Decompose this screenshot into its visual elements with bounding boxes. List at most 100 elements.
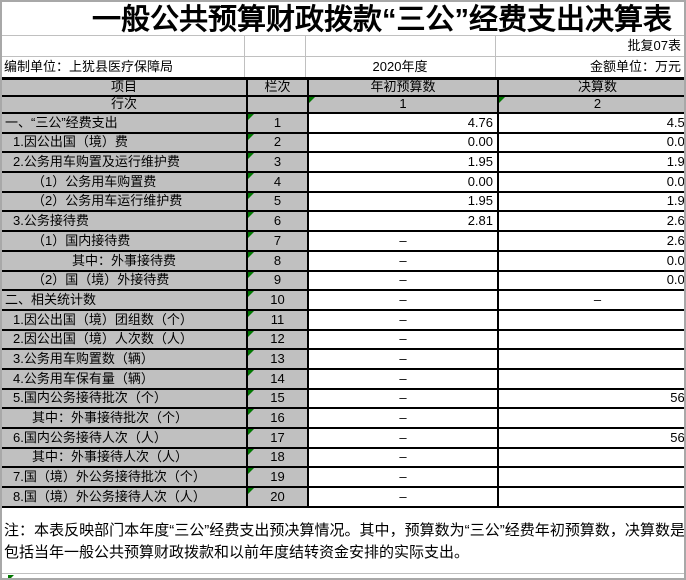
row-budget-value: – xyxy=(307,249,499,272)
col-header-budget: 年初预算数 xyxy=(307,77,499,97)
gridline xyxy=(495,35,496,77)
prepared-by-label: 编制单位：上犹县医疗保障局 xyxy=(4,59,174,74)
table-row: 其中：外事接待批次（个） 16 – 0 xyxy=(2,407,684,429)
table-row: 1.因公出国（境）团组数（个） 11 – 0 xyxy=(2,308,684,331)
row-budget-value: 2.81 xyxy=(307,210,499,233)
row-final-value: 0 xyxy=(497,446,684,469)
table-row: 3.公务用车购置数（辆） 13 – 0 xyxy=(2,348,684,370)
row-final-value: 2.61 xyxy=(497,230,684,252)
cell-error-indicator-icon xyxy=(249,193,254,199)
row-item-label: （1）国内接待费 xyxy=(2,230,248,252)
row-line-number: 3 xyxy=(246,151,309,174)
row-line-number: 9 xyxy=(246,269,309,292)
row-item-label: 7.国（境）外公务接待批次（个） xyxy=(2,466,248,489)
row-item-label: 其中：外事接待费 xyxy=(2,249,248,272)
table-row: （2）国（境）外接待费 9 – 0.00 xyxy=(2,269,684,292)
cell-error-indicator-icon xyxy=(249,114,254,120)
cell-error-indicator-icon xyxy=(249,252,254,258)
table-body: 一、“三公”经费支出 1 4.76 4.56 1.因公出国（境）费 2 0.00… xyxy=(2,112,684,508)
cell-error-indicator-icon xyxy=(249,390,254,396)
row-line-number: 17 xyxy=(246,427,309,449)
cell-error-indicator-icon xyxy=(249,429,254,435)
budget-column-number: 1 xyxy=(307,95,499,114)
cell-error-indicator-icon xyxy=(249,370,254,376)
row-line-number: 12 xyxy=(246,328,309,351)
cell-error-indicator-icon xyxy=(249,351,254,357)
row-budget-value: – xyxy=(307,328,499,351)
row-final-value: 0 xyxy=(497,466,684,489)
row-budget-value: – xyxy=(307,367,499,390)
row-line-number: 16 xyxy=(246,407,309,429)
row-final-value: 0 xyxy=(497,486,684,508)
row-item-label: 1.因公出国（境）团组数（个） xyxy=(2,308,248,331)
row-final-value: 4.56 xyxy=(497,112,684,134)
row-line-number: 1 xyxy=(246,112,309,134)
row-budget-value: – xyxy=(307,407,499,429)
row-budget-value: 0.00 xyxy=(307,171,499,193)
table-row: （2）公务用车运行维护费 5 1.95 1.95 xyxy=(2,190,684,213)
row-final-value: 2.61 xyxy=(497,210,684,233)
line-row-label: 行次 xyxy=(2,95,248,114)
cell-error-indicator-icon xyxy=(249,154,254,160)
table-header-row: 项目 栏次 年初预算数 决算数 xyxy=(2,77,684,97)
row-line-number: 15 xyxy=(246,387,309,410)
row-item-label: （2）公务用车运行维护费 xyxy=(2,190,248,213)
row-budget-value: – xyxy=(307,486,499,508)
row-budget-value: 1.95 xyxy=(307,151,499,174)
row-budget-value: – xyxy=(307,269,499,292)
table-row: 6.国内公务接待人次（人） 17 – 563 xyxy=(2,427,684,449)
row-final-value: 0 xyxy=(497,328,684,351)
row-line-number: 8 xyxy=(246,249,309,272)
form-number: 批复07表 xyxy=(627,38,681,53)
row-budget-value: – xyxy=(307,387,499,410)
table-row: 3.公务接待费 6 2.81 2.61 xyxy=(2,210,684,233)
row-line-number: 4 xyxy=(246,171,309,193)
col-header-line-no: 栏次 xyxy=(246,77,309,97)
row-item-label: 3.公务接待费 xyxy=(2,210,248,233)
cell-error-indicator-icon xyxy=(249,449,254,455)
cell-error-indicator-icon xyxy=(249,311,254,317)
row-item-label: 其中：外事接待人次（人） xyxy=(2,446,248,469)
cell-error-indicator-icon xyxy=(249,410,254,416)
gridline xyxy=(305,35,306,77)
amount-unit-label: 金额单位：万元 xyxy=(589,59,681,74)
row-final-value: 1.95 xyxy=(497,151,684,174)
row-budget-value: – xyxy=(307,348,499,370)
table-row: （1）国内接待费 7 – 2.61 xyxy=(2,230,684,252)
row-final-value: 0 xyxy=(497,407,684,429)
report-title: 一般公共预算财政拨款“三公”经费支出决算表 xyxy=(92,4,673,36)
row-item-label: 5.国内公务接待批次（个） xyxy=(2,387,248,410)
cell-error-indicator-icon xyxy=(500,98,505,103)
row-budget-value: – xyxy=(307,466,499,489)
row-final-value: 0.00 xyxy=(497,249,684,272)
row-line-number: 14 xyxy=(246,367,309,390)
row-line-number: 20 xyxy=(246,486,309,508)
row-item-label: （1）公务用车购置费 xyxy=(2,171,248,193)
row-item-label: （2）国（境）外接待费 xyxy=(2,269,248,292)
row-final-value: 0.00 xyxy=(497,131,684,154)
row-budget-value: 0.00 xyxy=(307,131,499,154)
table-row: 5.国内公务接待批次（个） 15 – 563 xyxy=(2,387,684,410)
row-final-value: 563 xyxy=(497,387,684,410)
row-item-label: 2.因公出国（境）人次数（人） xyxy=(2,328,248,351)
row-final-value: 0 xyxy=(497,308,684,331)
row-budget-value: – xyxy=(307,308,499,331)
cell-error-indicator-icon xyxy=(249,174,254,180)
row-item-label: 其中：外事接待批次（个） xyxy=(2,407,248,429)
row-line-number: 5 xyxy=(246,190,309,213)
row-final-value: 0.00 xyxy=(497,171,684,193)
col-header-final: 决算数 xyxy=(497,77,684,97)
table-row: 二、相关统计数 10 – – xyxy=(2,289,684,311)
row-line-number: 18 xyxy=(246,446,309,469)
table-row: 其中：外事接待人次（人） 18 – 0 xyxy=(2,446,684,469)
row-line-number: 6 xyxy=(246,210,309,233)
line-row-empty-cell xyxy=(246,95,309,114)
table-row: 8.国（境）外公务接待人次（人） 20 – 0 xyxy=(2,486,684,508)
table-line-number-row: 行次 1 2 xyxy=(2,95,684,114)
fiscal-year-label: 2020年度 xyxy=(372,59,428,74)
row-item-label: 4.公务用车保有量（辆） xyxy=(2,367,248,390)
row-line-number: 10 xyxy=(246,289,309,311)
row-budget-value: – xyxy=(307,446,499,469)
row-budget-value: – xyxy=(307,427,499,449)
row-line-number: 11 xyxy=(246,308,309,331)
